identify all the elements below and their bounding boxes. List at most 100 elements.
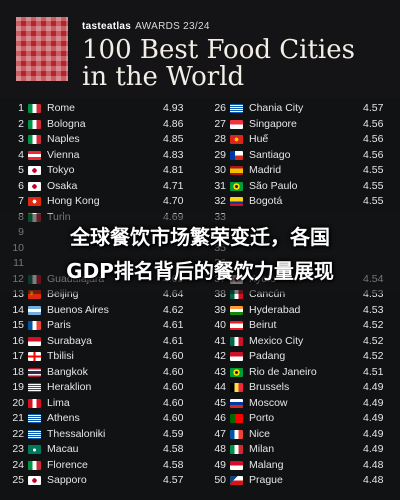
ranking-row: 6 Osaka 4.71: [0, 179, 200, 195]
rank-number: 15: [12, 319, 24, 331]
ranking-row: 1 Rome 4.93: [0, 101, 200, 117]
city-name: Tokyo: [47, 164, 75, 176]
rank-number: 32: [214, 195, 226, 207]
country-flag-icon: [28, 383, 41, 392]
city-score: 4.60: [163, 381, 184, 393]
city-name: São Paulo: [249, 179, 298, 192]
country-flag-icon: [28, 305, 41, 315]
ranking-row: 30 Madrid 4.55: [200, 163, 400, 179]
city-score: 4.61: [163, 334, 184, 347]
city-score: 4.60: [163, 396, 184, 409]
rank-number: 31: [214, 179, 226, 192]
ranking-row: 39 Hyderabad 4.53: [200, 303, 400, 319]
country-flag-icon: [28, 398, 41, 408]
country-flag-icon: [28, 290, 41, 299]
ranking-row: 25 Sapporo 4.57: [0, 473, 200, 489]
city-name: Sapporo: [47, 474, 87, 486]
overlay-headline-line2: GDP排名背后的餐饮力量展现: [66, 259, 334, 283]
city-name: Thessaloniki: [47, 427, 106, 440]
rank-number: 6: [18, 179, 24, 192]
country-flag-icon: [28, 321, 41, 330]
city-name: Rio de Janeiro: [249, 365, 317, 378]
ranking-row: 7 Hong Kong 4.70: [0, 194, 200, 210]
page-title-line2: in the World: [82, 62, 245, 92]
brand-name: tasteatlas: [82, 21, 132, 32]
ranking-row: 28 Huế 4.56: [200, 132, 400, 148]
city-name: Moscow: [249, 396, 288, 409]
city-name: Huế: [249, 133, 269, 145]
country-flag-icon: [230, 445, 243, 454]
city-score: 4.56: [363, 148, 384, 161]
rank-number: 45: [214, 396, 226, 409]
rank-number: 17: [12, 350, 24, 362]
city-score: 4.52: [363, 350, 384, 362]
country-flag-icon: [230, 352, 243, 361]
brand-line: tasteatlas AWARDS 23/24: [82, 21, 210, 32]
rank-number: 25: [12, 474, 24, 486]
country-flag-icon: [230, 305, 243, 315]
country-flag-icon: [230, 476, 243, 485]
rank-number: 24: [12, 458, 24, 471]
ranking-row: 17 Tbilisi 4.60: [0, 349, 200, 365]
rank-number: 4: [18, 148, 24, 161]
city-name: Malang: [249, 458, 284, 471]
rank-number: 42: [214, 350, 226, 362]
city-name: Bangkok: [47, 365, 88, 378]
ranking-row: 2 Bologna 4.86: [0, 117, 200, 133]
city-name: Madrid: [249, 164, 282, 176]
ranking-row: 24 Florence 4.58: [0, 458, 200, 474]
ranking-list-right: 26 Chania City 4.57 27 Singapore 4.56 28 Huế 4.5…: [200, 101, 400, 489]
rank-number: 5: [18, 164, 24, 176]
ranking-row: 3 Naples 4.85: [0, 132, 200, 148]
ranking-row: 45 Moscow 4.49: [200, 396, 400, 412]
country-flag-icon: [28, 460, 41, 470]
city-name: Tbilisi: [47, 350, 74, 362]
country-flag-icon: [230, 383, 243, 392]
country-flag-icon: [28, 367, 41, 377]
city-name: Paris: [47, 319, 71, 331]
ranking-row: 50 Prague 4.48: [200, 473, 400, 489]
city-name: Heraklion: [47, 381, 92, 393]
city-score: 4.58: [163, 443, 184, 455]
ranking-row: 19 Heraklion 4.60: [0, 380, 200, 396]
city-name: Rome: [47, 102, 76, 114]
rank-number: 1: [18, 102, 24, 114]
ranking-row: 42 Padang 4.52: [200, 349, 400, 365]
rank-number: 16: [12, 334, 24, 347]
city-name: Beirut: [249, 319, 277, 331]
city-score: 4.70: [163, 195, 184, 207]
rank-number: 23: [12, 443, 24, 455]
country-flag-icon: [230, 119, 243, 129]
country-flag-icon: [230, 321, 243, 330]
city-name: Florence: [47, 458, 88, 471]
city-score: 4.71: [163, 179, 184, 192]
ranking-row: 47 Nice 4.49: [200, 427, 400, 443]
page-title: 100 Best Food Cities: [82, 35, 355, 65]
country-flag-icon: [28, 414, 41, 423]
rank-number: 26: [214, 102, 226, 114]
country-flag-icon: [230, 429, 243, 439]
ranking-row: 26 Chania City 4.57: [200, 101, 400, 117]
city-name: Naples: [47, 133, 80, 145]
country-flag-icon: [28, 476, 41, 485]
rank-number: 13: [12, 288, 24, 300]
city-score: 4.55: [363, 164, 384, 176]
rank-number: 14: [12, 303, 24, 316]
city-score: 4.61: [163, 319, 184, 331]
ranking-row: 22 Thessaloniki 4.59: [0, 427, 200, 443]
country-flag-icon: [28, 119, 41, 129]
country-flag-icon: [230, 414, 243, 423]
city-name: Brussels: [249, 381, 290, 393]
rank-number: 49: [214, 458, 226, 471]
rank-number: 46: [214, 412, 226, 424]
city-score: 4.52: [363, 334, 384, 347]
country-flag-icon: [230, 460, 243, 470]
ranking-row: 40 Beirut 4.52: [200, 318, 400, 334]
rank-number: 40: [214, 319, 226, 331]
ranking-row: 48 Milan 4.49: [200, 442, 400, 458]
city-name: Porto: [249, 412, 275, 424]
rank-number: 22: [12, 427, 24, 440]
city-name: Santiago: [249, 148, 291, 161]
country-flag-icon: [28, 104, 41, 113]
country-flag-icon: [28, 135, 41, 144]
